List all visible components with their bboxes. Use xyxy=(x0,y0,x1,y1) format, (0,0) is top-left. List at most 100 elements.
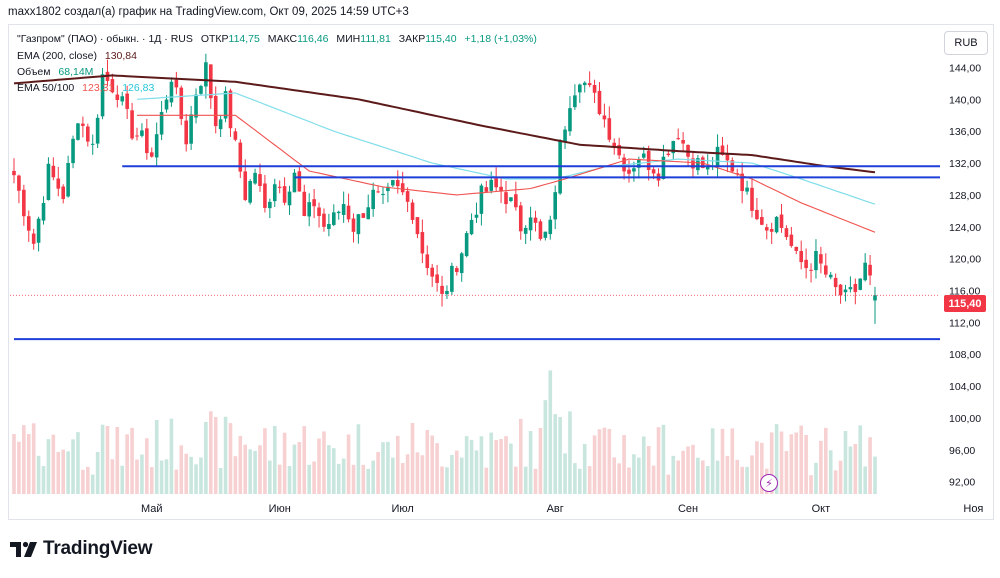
candle-body xyxy=(745,187,749,192)
volume-bar xyxy=(843,431,848,494)
volume-bar xyxy=(750,455,754,494)
volume-bar xyxy=(105,425,110,494)
volume-bar xyxy=(204,421,208,494)
y-tick-label: 132,00 xyxy=(949,158,981,170)
low-value: 111,81 xyxy=(360,33,391,45)
y-tick-label: 112,00 xyxy=(949,317,980,329)
candle-body xyxy=(307,202,311,217)
candle-body xyxy=(282,186,287,203)
close-label: ЗАКР xyxy=(398,33,426,45)
volume-bar xyxy=(22,425,26,494)
candle-body xyxy=(868,264,872,276)
volume-bar xyxy=(312,461,316,494)
y-tick-label: 96,00 xyxy=(949,445,975,457)
candle-body xyxy=(149,152,154,157)
volume-bar xyxy=(853,444,858,494)
volume-bar xyxy=(518,418,523,494)
y-tick-label: 100,00 xyxy=(949,413,981,425)
legend-volume[interactable]: Объем 68,14M xyxy=(17,66,93,78)
volume-bar xyxy=(31,423,36,494)
candle-body xyxy=(809,269,813,271)
volume-bar xyxy=(563,453,567,494)
volume-bar xyxy=(681,450,685,494)
candle-body xyxy=(386,186,390,192)
volume-bar xyxy=(332,448,336,494)
candle-body xyxy=(863,262,867,281)
candle-body xyxy=(51,165,56,178)
support-resistance-lines xyxy=(10,165,940,341)
volume-bar xyxy=(51,434,56,494)
tradingview-logo[interactable]: TradingView xyxy=(10,538,153,560)
volume-bar xyxy=(646,446,651,494)
candle-body xyxy=(253,172,257,184)
volume-bar xyxy=(135,459,139,494)
volume-bar xyxy=(582,443,587,494)
volume-bar xyxy=(509,443,513,494)
candle-body xyxy=(528,217,533,231)
candle-body xyxy=(287,191,292,206)
ema50-line xyxy=(137,114,876,233)
volume-bar xyxy=(809,475,813,494)
volume-bar xyxy=(174,469,179,494)
candle-body xyxy=(189,114,193,144)
candle-body xyxy=(828,274,833,278)
candle-body xyxy=(474,214,479,218)
volume-bar xyxy=(386,441,390,494)
legend-ema200[interactable]: EMA (200, close) 130,84 xyxy=(17,50,137,62)
candle-body xyxy=(204,62,208,87)
volume-bar xyxy=(302,426,307,494)
volume-bar xyxy=(838,460,843,494)
currency-button[interactable]: RUB xyxy=(944,31,988,55)
volume-bar xyxy=(76,432,80,494)
volume-bar xyxy=(184,453,188,494)
lightning-icon[interactable]: ⚡ xyxy=(760,474,778,492)
y-tick-label: 136,00 xyxy=(949,126,981,138)
volume-bar xyxy=(189,456,193,494)
candle-body xyxy=(425,254,430,269)
candle-body xyxy=(627,169,631,174)
y-tick-label: 92,00 xyxy=(949,477,975,489)
candle-body xyxy=(518,205,523,232)
volume-bar xyxy=(774,424,779,494)
volume-bar xyxy=(514,466,518,494)
candle-body xyxy=(159,111,164,135)
volume-bar xyxy=(41,466,46,494)
volume-bar xyxy=(282,432,287,494)
candle-body xyxy=(755,209,759,220)
volume-bar xyxy=(607,428,612,494)
ema100-line xyxy=(136,92,876,205)
volume-bar xyxy=(553,414,557,494)
x-tick-label: Май xyxy=(141,503,163,515)
candle-body xyxy=(504,192,508,205)
volume-bar xyxy=(46,439,51,494)
candle-body xyxy=(169,81,174,103)
volume-bar xyxy=(415,452,420,494)
candle-body xyxy=(563,129,567,142)
volume-bar xyxy=(617,463,621,494)
x-tick-label: Июн xyxy=(269,503,291,515)
x-tick-label: Ноя xyxy=(963,503,983,515)
candle-body xyxy=(263,183,267,208)
candle-body xyxy=(115,94,120,100)
candle-body xyxy=(341,204,346,215)
y-tick-label: 144,00 xyxy=(949,62,981,74)
symbol-title[interactable]: "Газпром" (ПАО) · обыкн. · 1Д · RUS xyxy=(17,33,193,45)
volume-bar xyxy=(277,464,282,494)
low-label: МИН xyxy=(336,33,361,45)
volume-bar xyxy=(578,468,582,494)
legend-ema-pair[interactable]: EMA 50/100 123,31 126,83 xyxy=(17,82,154,94)
volume-bar xyxy=(489,432,494,494)
volume-bar xyxy=(715,460,720,494)
candle-body xyxy=(22,189,26,217)
candle-body xyxy=(740,173,744,192)
candle-body xyxy=(213,95,218,127)
candle-body xyxy=(764,227,769,231)
volume-bar xyxy=(794,432,799,494)
volume-histogram xyxy=(12,370,877,494)
candle-body xyxy=(705,166,710,170)
candle-body xyxy=(61,186,65,200)
candle-body xyxy=(760,216,764,225)
candle-body xyxy=(277,186,282,188)
candle-body xyxy=(824,265,828,275)
